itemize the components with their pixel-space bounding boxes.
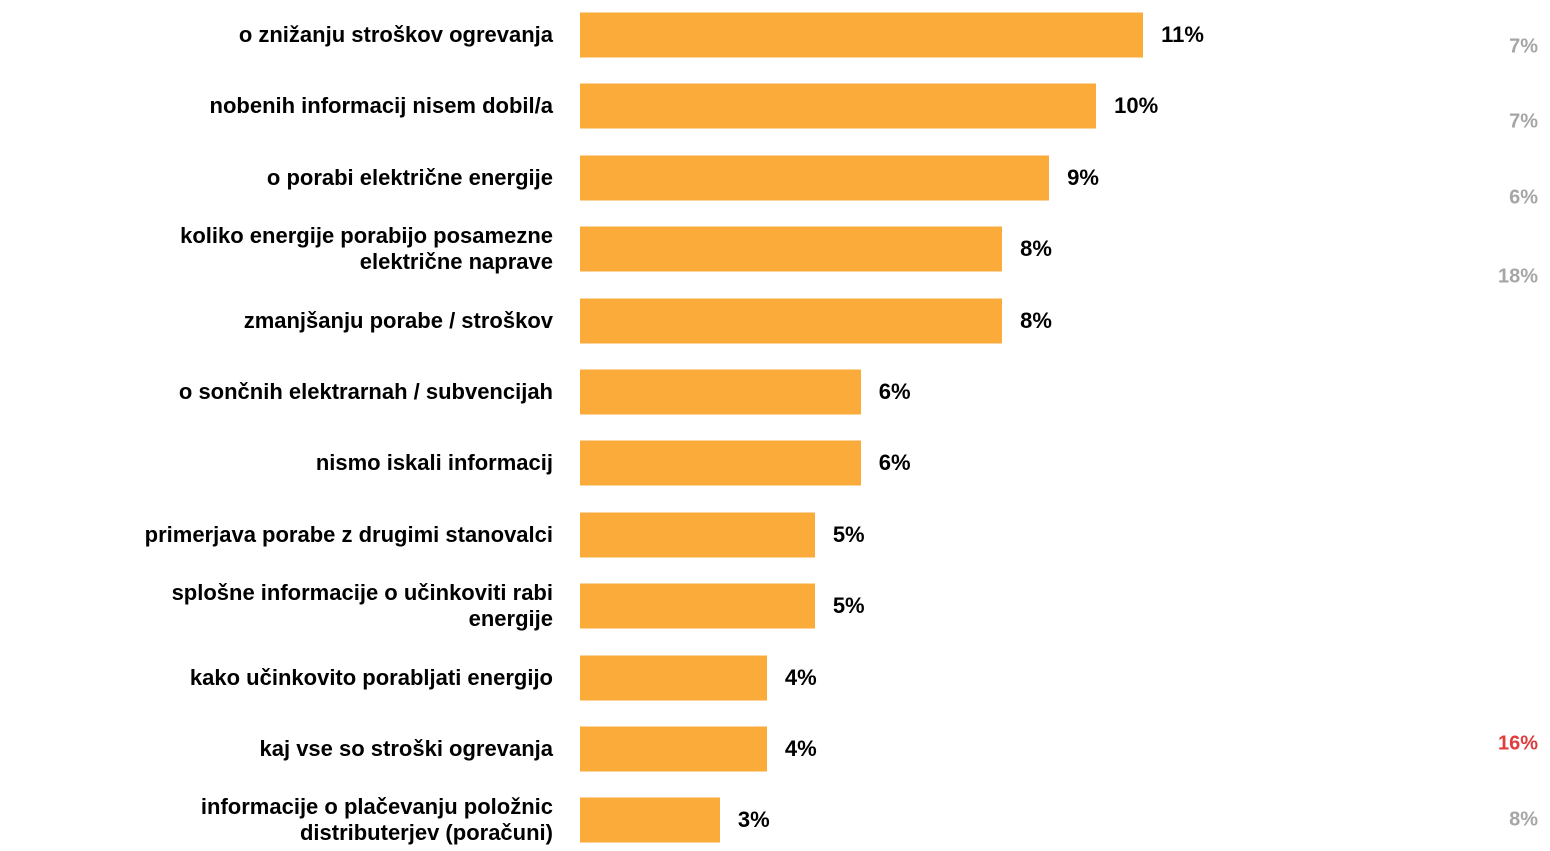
bar bbox=[580, 155, 1050, 201]
category-label: nobenih informacij nisem dobil/a bbox=[209, 93, 553, 119]
value-label: 6% bbox=[878, 450, 911, 476]
value-label: 8% bbox=[1020, 307, 1052, 333]
comparison-label: 16% bbox=[1497, 732, 1538, 755]
bar bbox=[580, 797, 720, 843]
category-label: splošne informacije o učinkoviti rabi en… bbox=[171, 580, 553, 632]
category-label: kaj vse so stroški ogrevanja bbox=[259, 736, 554, 761]
comparison-label: 18% bbox=[1497, 265, 1538, 288]
bar bbox=[580, 440, 861, 486]
bar bbox=[580, 83, 1097, 129]
bar bbox=[580, 583, 815, 629]
value-label: 11% bbox=[1161, 22, 1204, 47]
value-label: 6% bbox=[878, 379, 911, 404]
value-label: 4% bbox=[784, 664, 817, 690]
category-label: kako učinkovito porabljati energijo bbox=[189, 664, 553, 690]
bar bbox=[580, 298, 1003, 344]
category-label: nismo iskali informacij bbox=[315, 450, 553, 476]
value-label: 4% bbox=[784, 736, 817, 761]
value-label: 3% bbox=[737, 807, 770, 833]
value-label: 9% bbox=[1067, 164, 1099, 190]
value-label: 8% bbox=[1020, 236, 1052, 262]
bar bbox=[580, 369, 861, 415]
value-label: 10% bbox=[1114, 93, 1159, 119]
category-label: zmanjšanju porabe / stroškov bbox=[243, 307, 553, 333]
category-label: o porabi električne energije bbox=[266, 164, 553, 190]
bar bbox=[580, 655, 767, 701]
bar bbox=[580, 726, 767, 772]
value-label: 5% bbox=[832, 593, 865, 619]
bar bbox=[580, 512, 815, 558]
comparison-label: 7% bbox=[1509, 35, 1538, 58]
bar bbox=[580, 12, 1144, 58]
comparison-label: 8% bbox=[1509, 808, 1538, 831]
comparison-label: 6% bbox=[1509, 186, 1538, 209]
comparison-label: 7% bbox=[1509, 110, 1538, 133]
category-label: koliko energije porabijo posamezne elekt… bbox=[180, 223, 553, 275]
category-label: informacije o plačevanju položnic distri… bbox=[200, 794, 553, 846]
bar bbox=[580, 226, 1003, 272]
category-label: o sončnih elektrarnah / subvencijah bbox=[178, 379, 553, 404]
category-label: o znižanju stroškov ogrevanja bbox=[238, 22, 553, 47]
category-label: primerjava porabe z drugimi stanovalci bbox=[144, 521, 553, 547]
value-label: 5% bbox=[832, 521, 865, 547]
